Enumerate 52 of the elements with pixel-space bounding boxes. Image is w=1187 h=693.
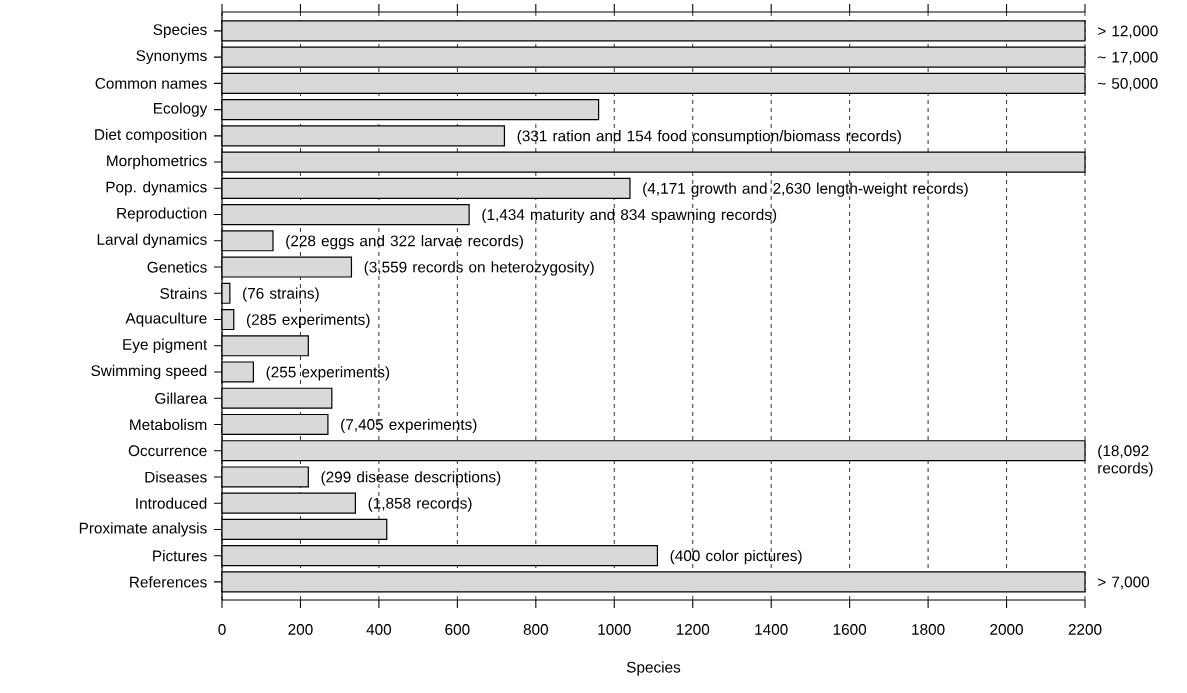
x-tick-label: 1400	[755, 624, 788, 635]
y-tick-label: Metabolism	[130, 418, 207, 431]
annotation: (18,092 records)	[1098, 444, 1153, 477]
y-tick-label: Genetics	[147, 261, 207, 273]
y-tick-label: Proximate analysis	[79, 522, 207, 537]
x-tick-label: 2000	[990, 624, 1023, 635]
y-tick-label: Species	[153, 23, 207, 39]
annotation: (255 experiments)	[266, 366, 390, 381]
y-tick-label: Gillarea	[155, 392, 208, 404]
y-tick-label: Larval dynamics	[97, 233, 207, 248]
y-tick-label: Ecology	[153, 102, 208, 117]
x-tick-label: 1200	[676, 624, 710, 635]
annotation: (1,858 records)	[368, 497, 472, 512]
x-tick-label: 200	[288, 624, 313, 635]
y-tick-label: Introduced	[136, 497, 207, 509]
y-tick-label: Eye pigment	[123, 338, 208, 353]
y-tick-label: Diseases	[145, 471, 207, 483]
y-tick-label: Morphometrics	[107, 154, 207, 170]
y-tick-label: Swimming speed	[91, 364, 207, 380]
y-tick-label: Pop. dynamics	[106, 181, 207, 196]
x-tick-label: 800	[523, 624, 549, 635]
y-tick-label: Occurrence	[128, 445, 207, 457]
annotation: (1,434 maturity and 834 spawning records)	[482, 208, 777, 224]
x-axis-title: Species	[626, 661, 681, 676]
y-tick-label: Diet composition	[95, 128, 207, 143]
annotation: (7,405 experiments)	[341, 418, 477, 433]
y-tick-label: Strains	[160, 287, 207, 299]
annotation: (400 color pictures)	[670, 549, 802, 565]
annotation: ~ 50,000	[1097, 78, 1158, 91]
x-tick-label: 1600	[833, 624, 867, 635]
x-tick-label: 1000	[598, 624, 631, 635]
x-tick-label: 600	[445, 624, 470, 635]
y-tick-label: Common names	[95, 77, 207, 89]
annotation: > 12,000	[1098, 25, 1158, 39]
y-tick-label: References	[130, 576, 207, 588]
annotation: (228 eggs and 322 larvae records)	[286, 235, 523, 250]
annotation: (3,559 records on heterozygosity)	[364, 261, 594, 276]
y-tick-label: Synonyms	[136, 50, 207, 65]
annotation: (76 strains)	[243, 287, 319, 302]
annotation: (285 experiments)	[246, 313, 370, 329]
x-tick-label: 2200	[1068, 624, 1102, 635]
annotation: > 7,000	[1098, 576, 1150, 590]
annotation: (4,171 growth and 2,630 length-weight records)	[643, 182, 968, 197]
y-tick-label: Reproduction	[117, 207, 207, 222]
x-tick-label: 0	[218, 624, 226, 635]
annotation: ~ 17,000	[1097, 51, 1158, 65]
annotation: (299 disease descriptions)	[321, 471, 501, 486]
y-tick-label: Aquaculture	[125, 312, 207, 327]
x-tick-label: 1800	[912, 624, 945, 635]
annotation: (331 ration and 154 food consumption/biomass records)	[517, 130, 901, 145]
x-tick-label: 400	[366, 624, 392, 635]
y-tick-label: Pictures	[153, 550, 207, 562]
